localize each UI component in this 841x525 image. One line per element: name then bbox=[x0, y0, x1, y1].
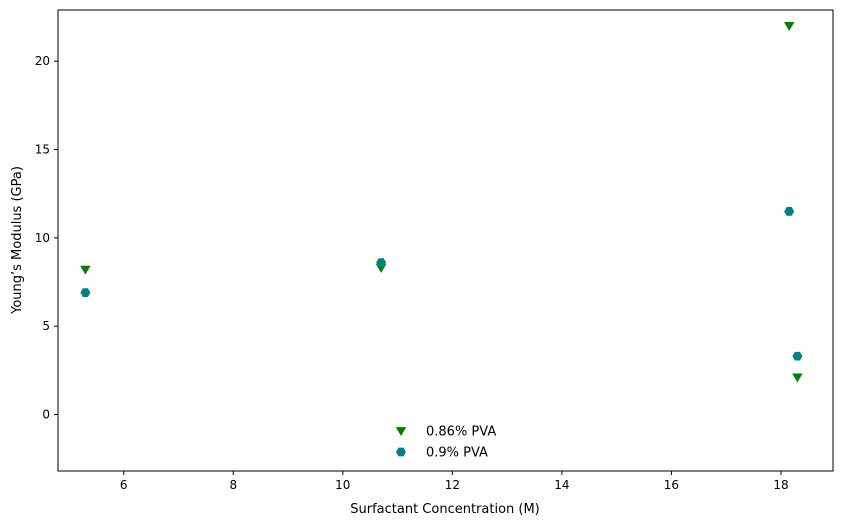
data-point-0-86-pva bbox=[792, 373, 803, 383]
x-tick-label: 6 bbox=[120, 478, 128, 492]
y-tick-label: 0 bbox=[42, 407, 50, 421]
legend-label: 0.9% PVA bbox=[426, 446, 488, 461]
data-point-0-9-pva bbox=[792, 351, 803, 361]
data-point-0-86-pva bbox=[80, 265, 91, 275]
data-point-0-9-pva bbox=[784, 207, 795, 216]
y-axis-label: Young’s Modulus (GPa) bbox=[10, 166, 25, 315]
x-tick-label: 8 bbox=[229, 478, 237, 492]
data-points bbox=[80, 21, 803, 383]
x-tick-label: 18 bbox=[773, 478, 788, 492]
plot-frame bbox=[57, 9, 834, 472]
legend-marker-1 bbox=[396, 447, 406, 457]
x-axis-ticks: 6 8 10 12 14 16 18 bbox=[120, 471, 789, 492]
data-point-0-86-pva bbox=[783, 21, 795, 31]
y-tick-label: 5 bbox=[42, 319, 50, 333]
x-tick-label: 12 bbox=[445, 478, 460, 492]
data-point-0-9-pva bbox=[376, 258, 387, 267]
x-axis-label: Surfactant Concentration (M) bbox=[350, 502, 540, 517]
y-tick-label: 20 bbox=[35, 54, 50, 68]
data-point-0-9-pva bbox=[80, 288, 91, 297]
y-tick-label: 15 bbox=[35, 143, 50, 157]
y-tick-label: 10 bbox=[35, 231, 50, 245]
legend-marker-0 bbox=[395, 427, 407, 436]
x-tick-label: 14 bbox=[554, 478, 569, 492]
legend: 0.86% PVA 0.9% PVA bbox=[395, 425, 496, 461]
legend-label: 0.86% PVA bbox=[426, 425, 496, 440]
x-tick-label: 10 bbox=[335, 478, 350, 492]
y-axis-ticks: 0 5 10 15 20 bbox=[35, 54, 58, 421]
x-tick-label: 16 bbox=[664, 478, 679, 492]
